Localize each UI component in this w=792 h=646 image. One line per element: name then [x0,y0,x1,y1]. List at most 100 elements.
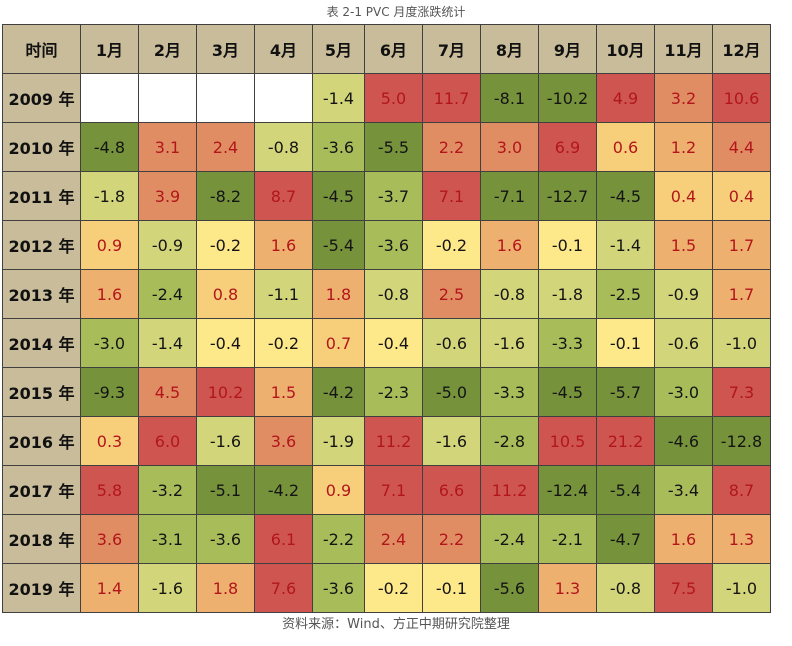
year-header: 2010 年 [2,122,81,172]
heatmap-cell: -4.5 [312,171,365,221]
heatmap-cell: -3.6 [312,122,365,172]
heatmap-cell: -3.2 [138,465,197,515]
table-row: 2015 年 -9.3 4.5 10.2 1.5 -4.2 -2.3 -5.0 -3.3 -4.5… [2,367,771,417]
heatmap-cell: 5.8 [80,465,139,515]
table-row: 2010 年 -4.8 3.1 2.4 -0.8 -3.6 -5.5 2.2 3.0 6.9 0.6… [2,122,771,172]
table-title: 表 2-1 PVC 月度涨跌统计 [326,5,466,19]
heatmap-cell: -0.2 [364,563,423,613]
heatmap-cell: -0.8 [480,269,539,319]
heatmap-cell: 6.1 [254,514,313,564]
heatmap-cell: -0.2 [196,220,255,270]
month-header: 9月 [538,24,597,74]
heatmap-cell: 1.6 [80,269,139,319]
heatmap-cell: 0.9 [80,220,139,270]
heatmap-cell: 7.1 [422,171,481,221]
heatmap-cell: -0.8 [364,269,423,319]
heatmap-cell: -3.4 [654,465,713,515]
heatmap-cell: -0.9 [138,220,197,270]
year-header: 2016 年 [2,416,81,466]
heatmap-cell: -3.7 [364,171,423,221]
heatmap-cell: -2.8 [480,416,539,466]
heatmap-cell: -0.6 [422,318,481,368]
heatmap-cell: 2.2 [422,514,481,564]
heatmap-cell: 1.6 [480,220,539,270]
heatmap-cell [80,73,139,123]
year-header: 2018 年 [2,514,81,564]
month-header: 12月 [712,24,771,74]
table-row: 2017 年 5.8 -3.2 -5.1 -4.2 0.9 7.1 6.6 11.2 -12.4-… [2,465,771,515]
heatmap-cell: -3.0 [654,367,713,417]
heatmap-cell: -1.6 [138,563,197,613]
heatmap-cell: 3.6 [80,514,139,564]
heatmap-cell: 8.7 [254,171,313,221]
heatmap-cell: 6.6 [422,465,481,515]
year-header: 2012 年 [2,220,81,270]
heatmap-cell: -10.2 [538,73,597,123]
heatmap-cell: 6.9 [538,122,597,172]
heatmap-cell: 0.7 [312,318,365,368]
heatmap-cell [138,73,197,123]
year-header: 2013 年 [2,269,81,319]
heatmap-cell: -3.3 [538,318,597,368]
heatmap-cell: -1.4 [596,220,655,270]
heatmap-cell: -3.6 [196,514,255,564]
month-header: 8月 [480,24,539,74]
heatmap-cell: -5.4 [312,220,365,270]
heatmap-cell: -5.6 [480,563,539,613]
heatmap-cell: 7.6 [254,563,313,613]
heatmap-cell: 0.3 [80,416,139,466]
heatmap-cell: -3.6 [364,220,423,270]
heatmap-cell: 3.9 [138,171,197,221]
heatmap-cell: -1.1 [254,269,313,319]
heatmap-cell: -0.6 [654,318,713,368]
year-header: 2019 年 [2,563,81,613]
month-header: 10月 [596,24,655,74]
heatmap-cell: 2.4 [364,514,423,564]
heatmap-cell: 3.2 [654,73,713,123]
heatmap-cell: 0.8 [196,269,255,319]
heatmap-cell: -3.6 [312,563,365,613]
heatmap-cell: -3.1 [138,514,197,564]
heatmap-cell: -12.8 [712,416,771,466]
heatmap-cell [254,73,313,123]
heatmap-cell: -1.8 [80,171,139,221]
heatmap-cell: 11.2 [480,465,539,515]
heatmap-cell: -0.2 [422,220,481,270]
month-header: 11月 [654,24,713,74]
heatmap-cell: -1.6 [480,318,539,368]
heatmap-cell: -0.8 [254,122,313,172]
heatmap-cell: 8.7 [712,465,771,515]
heatmap-cell: -1.8 [538,269,597,319]
heatmap-cell: 7.3 [712,367,771,417]
table-row: 2016 年 0.3 6.0 -1.6 3.6 -1.9 11.2 -1.6 -2.8 10.5 2… [2,416,771,466]
heatmap-cell: -3.3 [480,367,539,417]
month-header: 5月 [312,24,365,74]
table-row: 2014 年 -3.0 -1.4 -0.4 -0.2 0.7 -0.4 -0.6 -1.6 -3.… [2,318,771,368]
heatmap-cell: -8.2 [196,171,255,221]
table-row: 2012 年 0.9 -0.9 -0.2 1.6 -5.4 -3.6 -0.2 1.6 -0.1-… [2,220,771,270]
heatmap-cell: -4.5 [596,171,655,221]
heatmap-cell: -9.3 [80,367,139,417]
heatmap-cell: 1.6 [654,514,713,564]
heatmap-cell: -1.4 [138,318,197,368]
heatmap-cell: 1.5 [254,367,313,417]
year-header: 2015 年 [2,367,81,417]
heatmap-cell: -5.5 [364,122,423,172]
heatmap-cell: 3.6 [254,416,313,466]
heatmap-cell: 1.7 [712,269,771,319]
table-row: 2018 年 3.6 -3.1 -3.6 6.1 -2.2 2.4 2.2 -2.4 -2.1 -4… [2,514,771,564]
heatmap-cell: -2.4 [480,514,539,564]
heatmap-cell: 0.4 [654,171,713,221]
heatmap-cell: 1.4 [80,563,139,613]
table-row: 2011 年 -1.8 3.9 -8.2 8.7 -4.5 -3.7 7.1 -7.1 -12.7… [2,171,771,221]
month-header: 4月 [254,24,313,74]
heatmap-cell: -0.8 [596,563,655,613]
heatmap-cell: 5.0 [364,73,423,123]
heatmap-cell: -2.4 [138,269,197,319]
heatmap-cell: -1.6 [422,416,481,466]
heatmap-cell: -4.7 [596,514,655,564]
heatmap-cell: -4.2 [254,465,313,515]
heatmap-cell: 1.5 [654,220,713,270]
heatmap-cell: 2.2 [422,122,481,172]
heatmap-cell: 0.4 [712,171,771,221]
